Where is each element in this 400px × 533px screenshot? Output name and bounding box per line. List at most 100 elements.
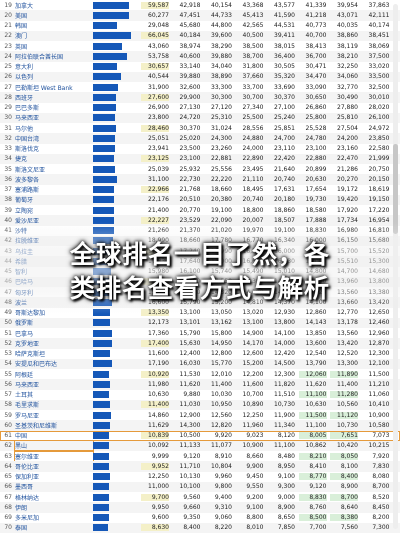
value-cell: 9,400 [214,493,232,501]
value-cell: 12,300 [368,350,390,358]
value-cell: 27,504 [337,124,358,132]
value-bar-fill [93,473,110,481]
country-name-cell[interactable]: 土耳其 [15,392,34,400]
value-cell: 17,631 [274,186,295,194]
country-name-cell[interactable]: 美国 [15,12,28,20]
value-cell: 21,768 [179,186,201,194]
value-cell: 12,460 [368,319,390,327]
rank-cell: 35 [4,165,12,173]
country-name-cell[interactable]: 英国 [15,43,28,51]
value-cell: 10,862 [305,442,327,450]
value-bar-fill [93,370,110,378]
value-cell: 11,960 [242,421,264,429]
value-cell: 8,210 [298,452,327,460]
value-cell: 13,178 [337,319,358,327]
country-name-cell[interactable]: 巴拿马 [15,330,34,338]
country-name-cell[interactable]: 哥伦比亚 [15,463,40,471]
country-name-cell[interactable]: 中国 [15,433,28,441]
country-name-cell[interactable]: 俄罗斯 [15,320,34,328]
value-bar [93,52,133,60]
country-name-cell[interactable]: 澳门 [15,33,28,41]
country-name-cell[interactable]: 罗马尼亚 [15,412,40,420]
country-name-cell[interactable]: 圣基茨和尼维斯 [15,422,58,430]
rank-cell: 37 [4,186,12,194]
value-bar [93,401,133,409]
value-cell: 12,540 [305,350,327,358]
value-cell: 16,030 [179,360,201,368]
country-name-cell[interactable]: 伊朗 [15,504,28,512]
value-bar-fill [93,524,109,532]
country-name-cell[interactable]: 哈萨克斯坦 [15,351,46,359]
country-name-cell[interactable]: 马尔他 [15,125,34,133]
country-name-cell[interactable]: 巴勒斯坦 West Bank [15,84,73,92]
value-cell: 12,060 [298,370,327,378]
value-cell: 12,173 [148,319,169,327]
value-cell: 33,690 [274,83,295,91]
country-name-cell[interactable]: 毛里求斯 [15,402,40,410]
value-cell: 27,340 [242,104,264,112]
country-name-cell[interactable]: 加拿大 [15,2,34,10]
value-cell: 36,400 [274,52,295,60]
country-name-cell[interactable]: 黑山 [14,440,94,452]
value-cell: 17,888 [305,216,327,224]
value-cell: 8,910 [214,452,232,460]
country-name-cell[interactable]: 意大利 [15,64,34,72]
country-name-cell[interactable]: 阿根廷 [15,371,34,379]
country-name-cell[interactable]: 西班牙 [15,94,34,102]
country-name-cell[interactable]: 保加利亚 [15,474,40,482]
country-name-cell[interactable]: 以色列 [15,74,34,82]
country-name-cell[interactable]: 克罗地亚 [15,340,40,348]
value-cell: 30,505 [274,63,295,71]
value-cell: 12,960 [368,329,390,337]
value-cell: 44,800 [211,22,232,30]
value-cell: 25,851 [274,124,295,132]
value-cell: 9,952 [141,462,169,470]
table-row: 60 圣基茨和尼维斯 11,629 14,300 12,820 11,960 11,340 1… [0,420,400,431]
country-name-cell[interactable]: 塞浦路斯 [15,187,40,195]
country-name-cell[interactable]: 塞尔维亚 [14,450,94,462]
country-name-cell[interactable]: 安提瓜和巴布达 [15,361,58,369]
country-name-cell[interactable]: 巴巴多斯 [15,105,40,113]
value-cell: 40,544 [148,73,169,81]
value-bar [93,114,133,122]
value-cell: 7,560 [340,524,358,532]
country-name-cell[interactable]: 多米尼加 [15,515,40,523]
value-cell: 16,954 [368,216,390,224]
country-name-cell[interactable]: 斯洛伐克 [15,146,40,154]
value-cell: 24,300 [211,134,232,142]
country-name-cell[interactable]: 马来西亚 [15,115,40,123]
country-name-cell[interactable]: 格林纳达 [15,494,40,502]
value-bar [93,42,133,50]
value-cell: 8,380 [330,514,358,522]
value-cell: 20,270 [337,175,358,183]
value-cell: 12,200 [242,370,264,378]
value-cell: 10,730 [274,401,295,409]
country-name-cell[interactable]: 波多黎各 [15,176,40,184]
country-name-cell[interactable]: 捷克 [15,156,28,164]
value-cell: 12,250 [242,411,264,419]
country-name-cell[interactable]: 马来西亚 [15,381,40,389]
table-row: 33 斯洛伐克 23,941 23,500 23,260 24,000 23,110 23,1… [0,144,400,154]
value-cell: 11,280 [330,391,358,399]
country-name-cell[interactable]: 泰国 [15,525,28,533]
value-cell: 39,880 [179,73,201,81]
value-bar [93,514,133,522]
value-cell: 20,740 [274,175,295,183]
country-name-cell[interactable]: 阿拉伯联合酋长国 [15,53,64,61]
value-cell: 14,000 [274,339,295,347]
value-cell: 10,560 [337,401,358,409]
value-cell: 66,045 [141,32,169,40]
value-cell: 38,890 [211,73,232,81]
country-name-cell[interactable]: 斯洛文尼亚 [15,166,46,174]
country-name-cell[interactable]: 中国台湾 [15,135,40,143]
title-backdrop [0,222,400,314]
country-name-cell[interactable]: 墨西哥 [15,484,34,492]
value-cell: 44,531 [274,22,295,30]
value-cell: 10,100 [179,483,201,491]
value-cell: 11,120 [330,411,358,419]
scrollbar-thumb[interactable] [393,144,398,234]
country-name-cell[interactable]: 韩国 [15,23,28,31]
country-name-cell[interactable]: 立陶宛 [15,207,34,215]
country-name-cell[interactable]: 葡萄牙 [15,197,34,205]
rank-cell: 34 [4,155,12,163]
